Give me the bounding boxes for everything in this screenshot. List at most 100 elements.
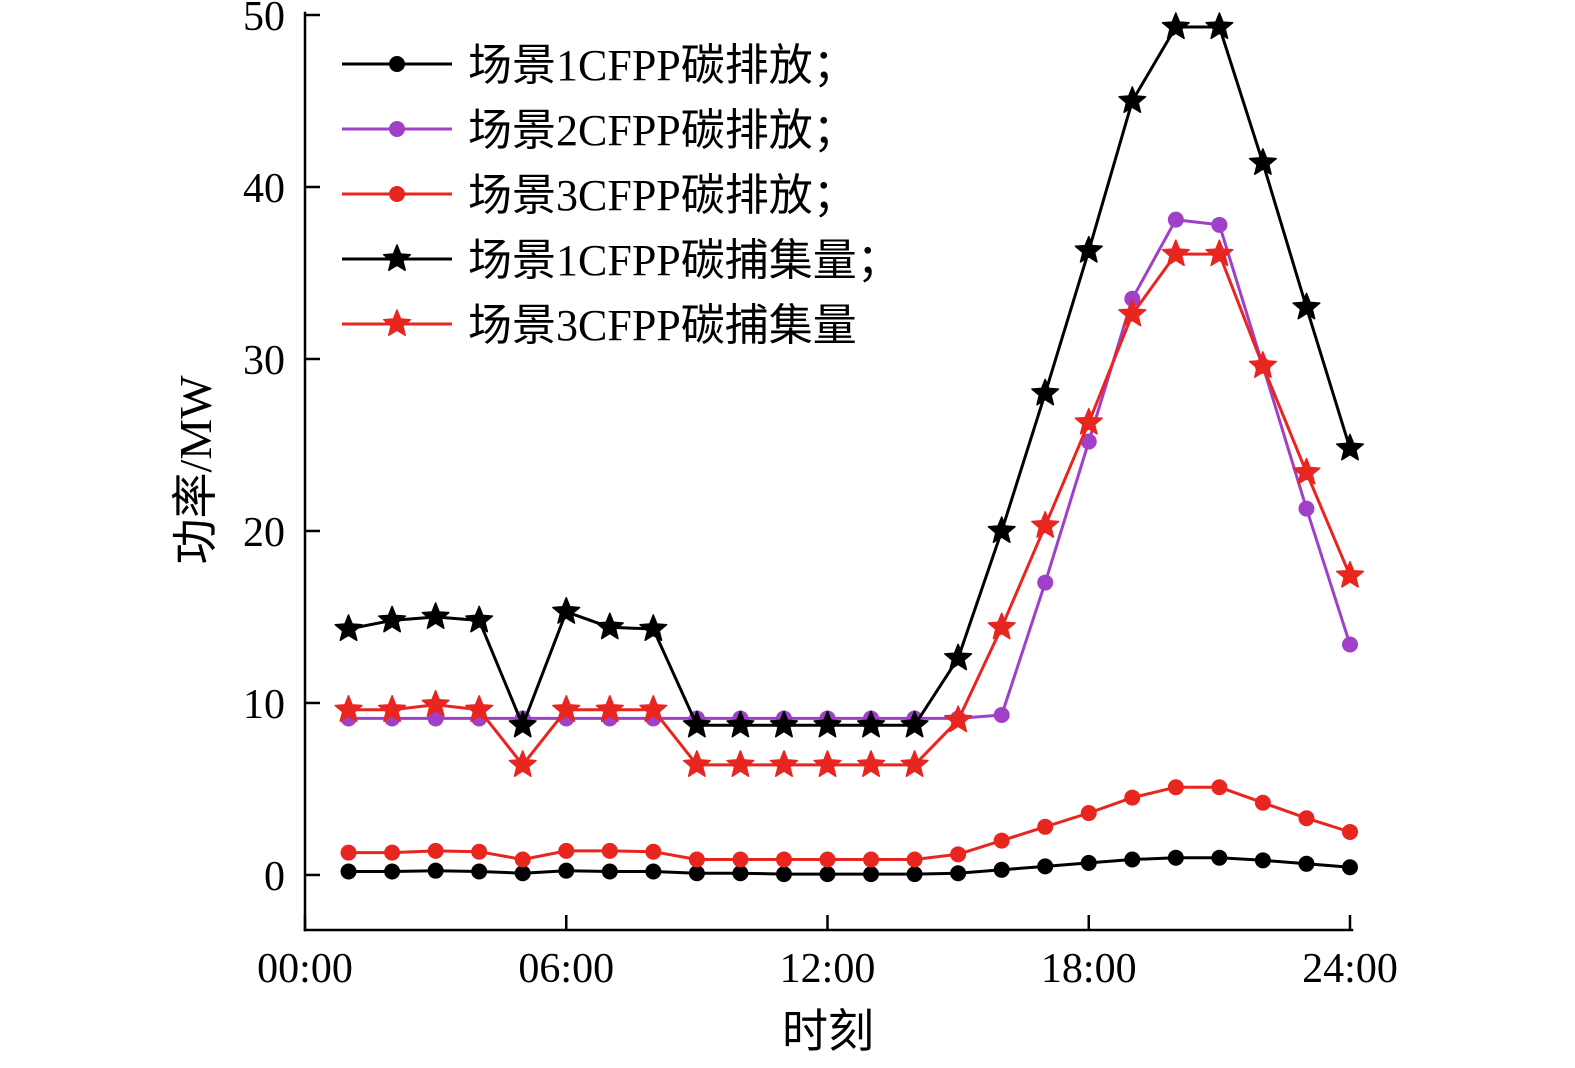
circle-marker xyxy=(601,863,618,880)
star-marker xyxy=(726,710,755,738)
star-marker xyxy=(1074,235,1103,263)
circle-marker xyxy=(1254,794,1271,811)
star-marker xyxy=(1335,433,1365,461)
circle-marker xyxy=(906,866,923,883)
x-tick-label: 18:00 xyxy=(1041,946,1137,992)
legend-label: 场景1CFPP碳捕集量； xyxy=(468,236,901,285)
series-4 xyxy=(334,12,1365,738)
star-marker xyxy=(378,695,407,722)
star-marker xyxy=(639,614,668,642)
circle-marker xyxy=(427,842,444,859)
y-tick-labels: 0 10 20 30 40 50 xyxy=(243,0,285,900)
circle-marker xyxy=(645,863,662,880)
star-marker xyxy=(1031,511,1060,538)
star-marker xyxy=(987,612,1016,640)
circle-marker xyxy=(819,851,836,868)
circle-marker xyxy=(906,851,923,868)
star-marker xyxy=(1248,351,1277,378)
y-tick-label: 50 xyxy=(243,0,285,40)
star-marker xyxy=(1161,239,1190,267)
star-marker xyxy=(856,710,886,738)
circle-marker xyxy=(775,866,792,883)
circle-marker xyxy=(1342,859,1358,876)
star-marker xyxy=(944,705,973,733)
star-marker xyxy=(465,605,494,633)
star-marker xyxy=(726,750,755,777)
circle-marker xyxy=(993,832,1010,849)
star-marker xyxy=(382,244,412,272)
circle-marker xyxy=(1167,779,1184,796)
star-marker xyxy=(465,695,494,722)
star-marker xyxy=(900,710,929,738)
series-line xyxy=(348,218,1352,720)
circle-marker xyxy=(471,863,488,880)
legend-item: 场景2CFPP碳排放； xyxy=(342,106,857,155)
x-tick-labels: 00:00 06:00 12:00 18:00 24:00 xyxy=(257,946,1398,992)
circle-marker xyxy=(514,865,531,882)
circle-marker xyxy=(1037,818,1054,835)
star-marker xyxy=(1031,378,1060,406)
star-marker xyxy=(595,612,624,640)
legend-item: 场景1CFPP碳排放； xyxy=(342,41,857,90)
legend: 场景1CFPP碳排放； 场景2CFPP碳排放； 场景3CFPP碳排放； 场景1CFPP… xyxy=(342,41,901,350)
circle-marker xyxy=(427,862,444,879)
legend-label: 场景1CFPP碳排放； xyxy=(468,41,857,90)
circle-marker xyxy=(732,851,749,868)
series-1 xyxy=(340,849,1358,883)
circle-marker xyxy=(819,866,836,883)
star-marker xyxy=(1292,292,1321,320)
star-marker xyxy=(421,689,450,717)
star-marker xyxy=(813,710,842,738)
x-tick-label: 24:00 xyxy=(1302,946,1398,992)
circle-marker xyxy=(950,865,967,882)
star-marker xyxy=(987,516,1016,544)
circle-marker xyxy=(1037,574,1054,591)
star-marker xyxy=(682,750,711,777)
x-tick-label: 00:00 xyxy=(257,946,353,992)
star-marker xyxy=(334,614,363,642)
circle-marker xyxy=(558,842,575,859)
star-marker xyxy=(1161,12,1190,40)
star-marker xyxy=(1118,86,1147,114)
series-5 xyxy=(334,239,1365,777)
circle-marker xyxy=(384,863,401,880)
circle-marker xyxy=(1254,852,1271,869)
x-axis-ticks xyxy=(303,915,1352,930)
circle-marker xyxy=(1342,823,1358,840)
star-marker xyxy=(508,710,537,738)
star-marker xyxy=(552,695,581,722)
circle-marker xyxy=(1080,433,1097,450)
circle-marker xyxy=(389,186,405,202)
circle-marker xyxy=(1211,849,1228,866)
y-tick-label: 10 xyxy=(243,682,285,728)
circle-marker xyxy=(1167,849,1184,866)
star-marker xyxy=(682,710,711,738)
circle-marker xyxy=(340,844,357,861)
star-marker xyxy=(1205,12,1234,40)
circle-marker xyxy=(1037,858,1054,875)
star-marker xyxy=(1335,560,1365,588)
circle-marker xyxy=(1167,211,1184,228)
circle-marker xyxy=(471,843,488,860)
series-line xyxy=(348,785,1351,861)
circle-marker xyxy=(601,842,618,859)
circle-marker xyxy=(514,851,531,868)
circle-marker xyxy=(1298,500,1315,517)
circle-marker xyxy=(732,865,749,882)
circle-marker xyxy=(688,865,705,882)
circle-marker xyxy=(863,866,880,883)
y-tick-label: 40 xyxy=(243,166,285,212)
x-tick-label: 06:00 xyxy=(518,946,614,992)
star-marker xyxy=(856,750,886,777)
circle-marker xyxy=(427,710,444,727)
legend-item: 场景3CFPP碳捕集量 xyxy=(342,301,857,350)
series-2 xyxy=(340,211,1358,727)
star-marker xyxy=(1205,239,1234,267)
circle-marker xyxy=(1124,789,1141,806)
y-tick-label: 30 xyxy=(243,338,285,384)
circle-marker xyxy=(1298,855,1315,872)
y-axis-ticks xyxy=(305,13,320,877)
circle-marker xyxy=(1211,779,1228,796)
star-marker xyxy=(769,710,799,738)
